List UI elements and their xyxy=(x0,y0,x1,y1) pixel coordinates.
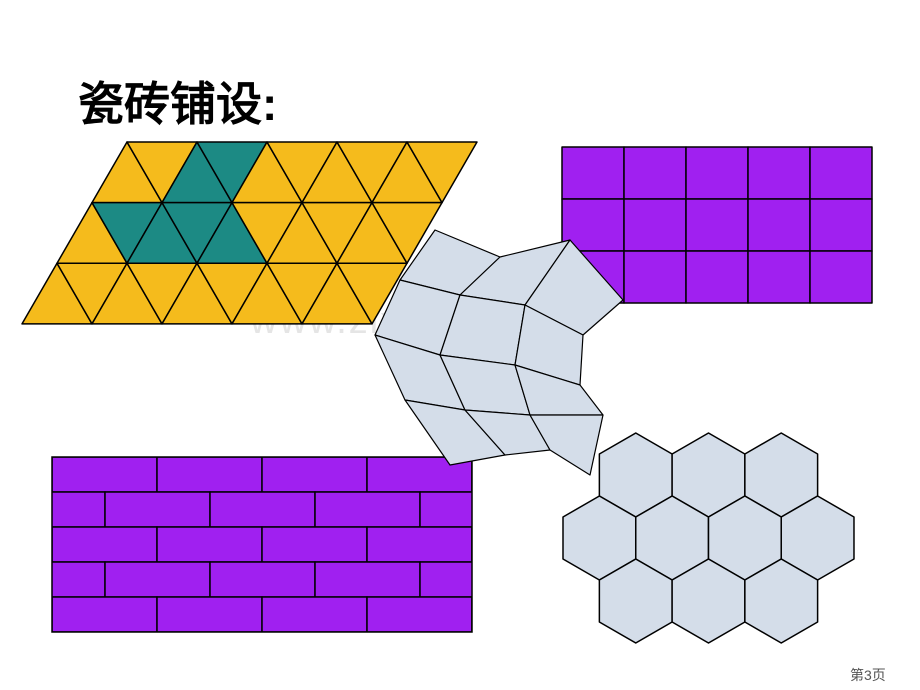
page-title: 瓷砖铺设: xyxy=(78,68,277,134)
brick-tiling-diagram xyxy=(50,455,526,634)
hexagon-tiling-diagram xyxy=(560,430,857,646)
page-number: 第3页 xyxy=(850,665,886,685)
